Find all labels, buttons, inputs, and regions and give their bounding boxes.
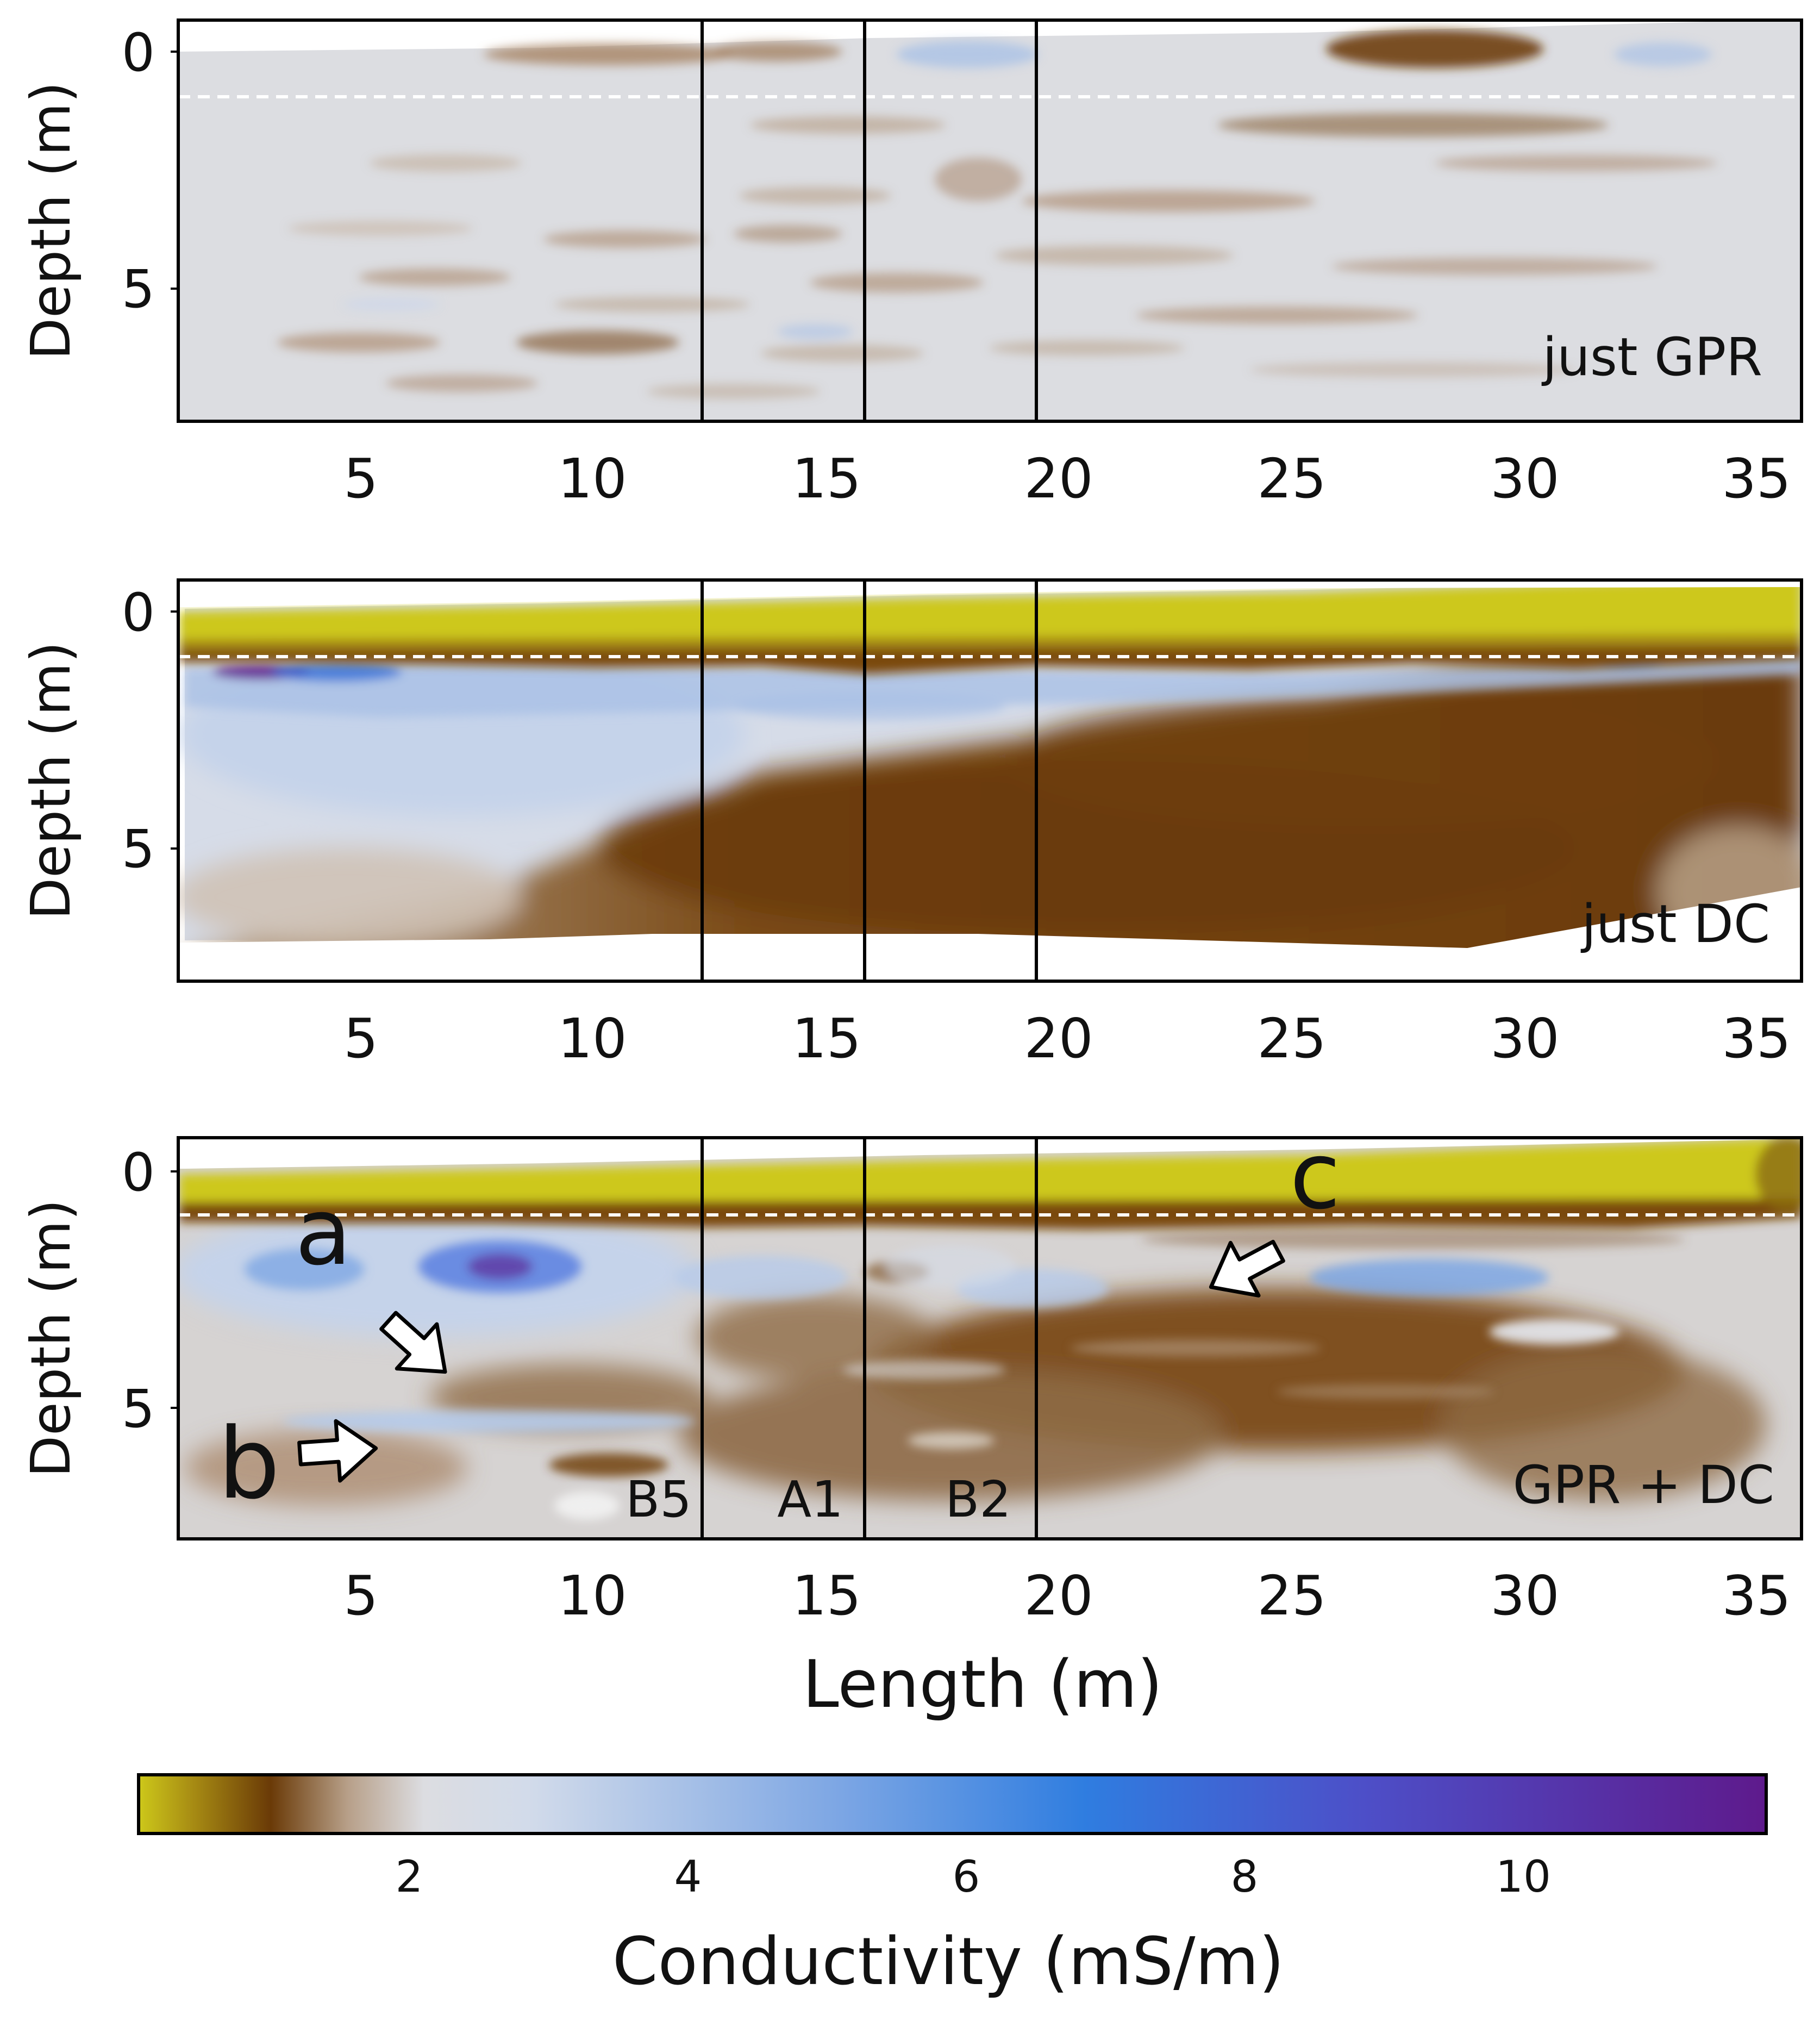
panel-3-ytick-0: 0 [122,1142,178,1203]
colorbar: 2 4 6 8 10 Conductivity (mS/m) [137,1773,1768,2000]
borehole-lines [701,20,1038,421]
panel-2-xtick-label: 10 [558,1007,627,1070]
panel-just-gpr: just GPR Depth (m) 0 5 5 10 15 20 25 30 … [19,18,1803,510]
colorbar-frame [137,1773,1768,1835]
panel-1-xtick-label: 30 [1490,447,1559,510]
panel-3-xtick-label: 10 [558,1564,627,1627]
panel-just-dc: just DC Depth (m) 0 5 5 10 15 20 25 30 3… [19,578,1803,1070]
panel-3-xtick-label: 25 [1257,1564,1326,1627]
panel-3-frame [177,1136,1803,1540]
borehole-label-a1: A1 [777,1470,843,1529]
panel-3-xtick-label: 30 [1490,1564,1559,1627]
panel-2-ytick-5: 5 [122,819,178,880]
panel-1-xtick-label: 25 [1257,447,1326,510]
panel-2-conductive-zone [185,650,1802,720]
panel-1-label: just GPR [1541,327,1762,388]
panel-3-label: GPR + DC [1513,1455,1774,1515]
panel-2-xtick-label: 15 [792,1007,861,1070]
arrow-icon-a [379,1311,447,1374]
colorbar-tick-label: 10 [1496,1851,1551,1902]
panel-1-layers [277,30,1717,399]
panel-2-frame [177,578,1803,983]
panel-2-xtick-label: 25 [1257,1007,1326,1070]
panel-3-xtick-label: 20 [1024,1564,1093,1627]
panel-2-nodata-edges [178,580,1802,981]
panel-1-ytick-5: 5 [122,259,178,320]
panel-3-conductive-zone [245,1230,1685,1520]
panel-2-xtick-label: 30 [1490,1007,1559,1070]
panel-1-xtick-label: 35 [1722,447,1791,510]
arrow-icon-c [1209,1239,1285,1298]
panel-2-label: just DC [1580,894,1770,955]
panel-2-xticks: 5 10 15 20 25 30 35 [343,1007,1791,1070]
panel-1-frame [177,18,1803,423]
panel-1-xtick-label: 20 [1024,447,1093,510]
panel-gpr-plus-dc: B5 A1 B2 GPR + DC a b c Depth (m) 0 5 5 … [19,1122,1803,1627]
panel-3-xticks: 5 10 15 20 25 30 35 [343,1564,1791,1627]
borehole-lines [701,1138,1038,1539]
panel-1-ytick-label-5: 5 [122,259,155,320]
colorbar-tick-label: 2 [396,1851,423,1902]
panel-1-field [178,20,1802,421]
panel-2-xtick-label: 5 [343,1007,378,1070]
panel-1-xtick-label: 15 [792,447,861,510]
panel-2-xtick-label: 35 [1722,1007,1791,1070]
arrow-icon-b [297,1419,378,1483]
panel-2-ytick-label-0: 0 [122,582,155,643]
panel-2-ytick-label-5: 5 [122,819,155,880]
borehole-lines [701,580,1038,981]
panel-2-xtick-label: 20 [1024,1007,1093,1070]
panel-2-ytick-0: 0 [122,582,178,643]
panel-3-ytick-label-0: 0 [122,1142,155,1203]
panel-1-xticks: 5 10 15 20 25 30 35 [343,447,1791,510]
colorbar-label: Conductivity (mS/m) [612,1924,1284,2000]
x-axis-label: Length (m) [803,1647,1163,1723]
panel-3-ytick-5: 5 [122,1379,178,1439]
colorbar-fill [139,1775,1766,1833]
borehole-label-b2: B2 [945,1470,1011,1529]
panel-3-ytick-label-5: 5 [122,1379,155,1439]
panel-1-xtick-label: 5 [343,447,378,510]
panel-1-xtick-label: 10 [558,447,627,510]
annotation-b: b [218,1407,280,1521]
panel-2-ylabel: Depth (m) [19,641,83,920]
annotation-c: c [1290,1122,1340,1230]
colorbar-tick-label: 4 [674,1851,702,1902]
panel-1-ylabel: Depth (m) [19,82,83,360]
panel-3-xtick-label: 5 [343,1564,378,1627]
annotation-a: a [295,1178,352,1286]
panel-2-field [178,580,1802,981]
panel-1-ytick-label-0: 0 [122,22,155,83]
colorbar-tick-label: 6 [953,1851,980,1902]
colorbar-tick-label: 8 [1231,1851,1259,1902]
panel-3-xtick-label: 15 [792,1564,861,1627]
panel-3-xtick-label: 35 [1722,1564,1791,1627]
panel-1-ytick-0: 0 [122,22,178,83]
borehole-label-b5: B5 [626,1470,692,1529]
panel-3-ylabel: Depth (m) [19,1199,83,1477]
